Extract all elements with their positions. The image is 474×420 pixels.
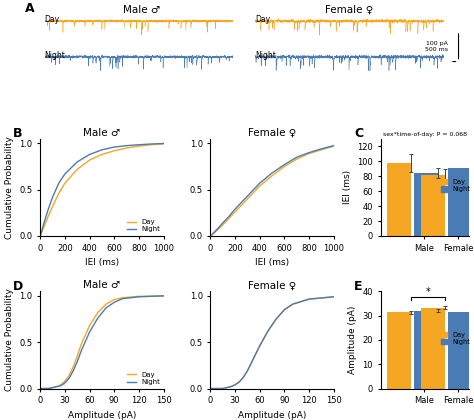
Text: 100 pA
500 ms: 100 pA 500 ms <box>425 41 448 52</box>
Text: D: D <box>13 280 23 293</box>
Title: Male ♂: Male ♂ <box>83 128 120 138</box>
Y-axis label: Cumulative Probability: Cumulative Probability <box>5 136 14 239</box>
Bar <box>448 312 472 388</box>
Text: *: * <box>426 287 430 297</box>
Text: A: A <box>25 2 35 15</box>
Text: E: E <box>354 280 363 293</box>
Y-axis label: Cumulative Probability: Cumulative Probability <box>5 289 14 391</box>
Title: Female ♀: Female ♀ <box>248 128 296 138</box>
Legend: Day, Night: Day, Night <box>127 219 160 233</box>
Title: sex*time-of-day: P = 0.068: sex*time-of-day: P = 0.068 <box>383 132 467 137</box>
Title: Male ♂: Male ♂ <box>83 281 120 291</box>
Bar <box>421 175 445 236</box>
Legend: Day, Night: Day, Night <box>441 331 470 345</box>
Text: Male ♂: Male ♂ <box>123 5 160 15</box>
Legend: Day, Night: Day, Night <box>127 372 160 385</box>
Y-axis label: IEI (ms): IEI (ms) <box>343 170 352 205</box>
X-axis label: IEI (ms): IEI (ms) <box>85 258 119 267</box>
X-axis label: IEI (ms): IEI (ms) <box>255 258 289 267</box>
X-axis label: Amplitude (pA): Amplitude (pA) <box>238 411 306 420</box>
Bar <box>387 312 411 389</box>
Legend: Day, Night: Day, Night <box>441 179 470 192</box>
Bar <box>414 173 438 236</box>
Y-axis label: Amplitude (pA): Amplitude (pA) <box>348 306 357 374</box>
Title: Female ♀: Female ♀ <box>248 281 296 291</box>
Bar <box>448 168 472 236</box>
Bar <box>414 311 438 388</box>
Text: B: B <box>13 127 23 140</box>
Text: C: C <box>354 127 363 140</box>
X-axis label: Amplitude (pA): Amplitude (pA) <box>68 411 136 420</box>
Text: Female ♀: Female ♀ <box>325 5 374 15</box>
Bar <box>387 163 411 236</box>
Bar <box>421 307 445 388</box>
